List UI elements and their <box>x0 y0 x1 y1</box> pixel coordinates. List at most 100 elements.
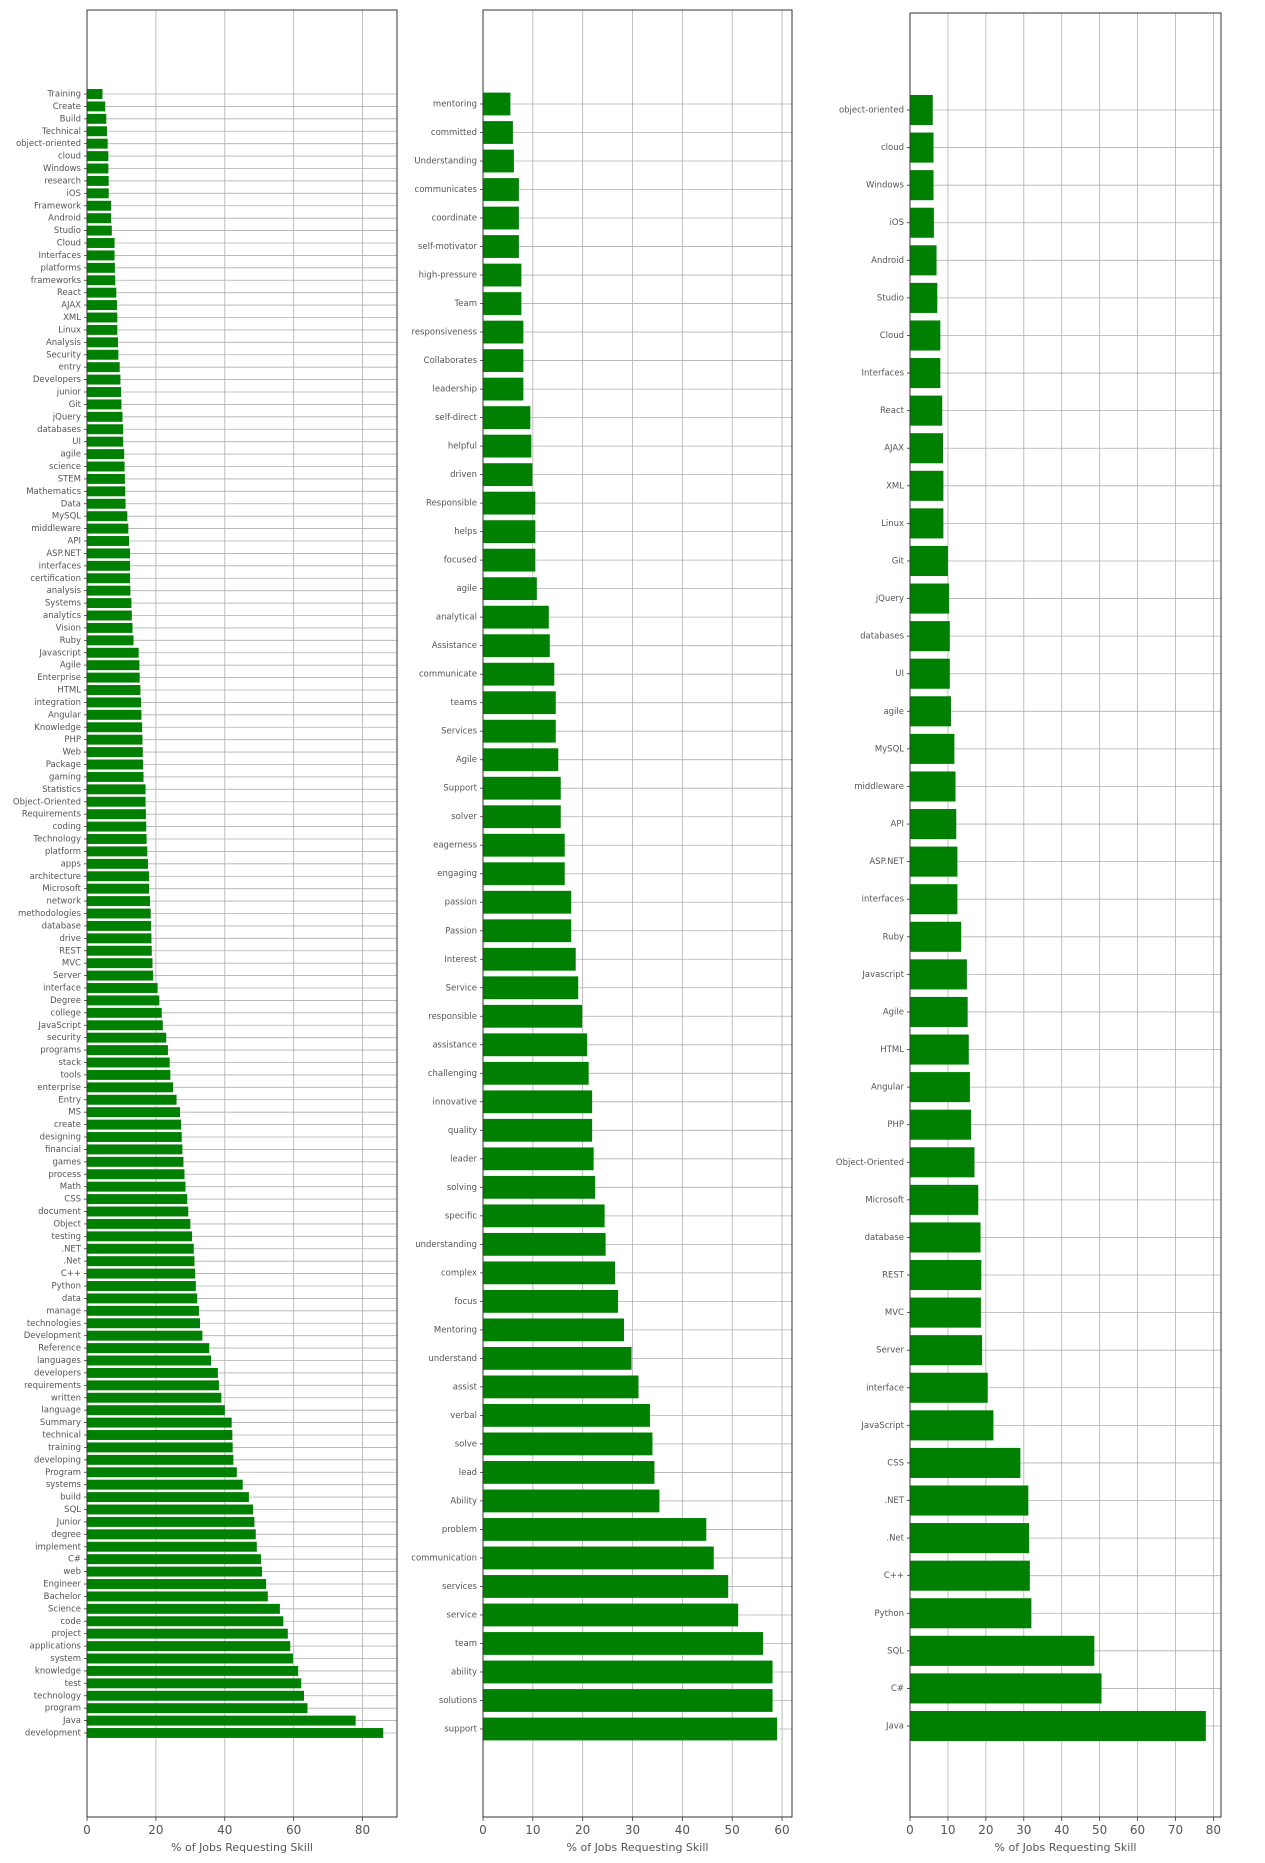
category-label: architecture <box>30 872 81 882</box>
category-label: Ruby <box>883 932 904 942</box>
category-label: Framework <box>34 201 81 211</box>
category-label: Server <box>53 971 81 981</box>
bar-passion <box>483 890 572 914</box>
bar-analytical <box>483 605 549 629</box>
category-label: agile <box>883 707 904 717</box>
bar-api <box>87 536 130 546</box>
x-tick-label: 40 <box>675 1823 690 1837</box>
bar-development <box>87 1728 384 1738</box>
category-label: cloud <box>58 152 81 162</box>
x-tick-label: 30 <box>625 1823 640 1837</box>
category-label: language <box>41 1406 81 1416</box>
bar-project <box>87 1628 288 1639</box>
category-label: Microsoft <box>42 884 81 894</box>
bar-interface <box>87 983 158 993</box>
bar-html <box>87 685 141 695</box>
category-label: middleware <box>31 524 81 534</box>
category-label: Reference <box>38 1344 81 1354</box>
bar-knowledge <box>87 722 143 733</box>
category-label: Interest <box>444 955 477 965</box>
category-label: solver <box>451 812 477 822</box>
x-tick-label: 80 <box>355 1823 370 1837</box>
bar-net <box>910 1485 1029 1516</box>
bar-ajax <box>910 433 943 464</box>
category-label: degree <box>51 1530 81 1540</box>
category-label: systems <box>46 1480 82 1490</box>
category-label: technology <box>34 1691 81 1701</box>
category-label: languages <box>37 1356 82 1366</box>
x-tick-label: 0 <box>83 1823 91 1837</box>
category-label: Object <box>53 1219 81 1229</box>
bar-security <box>87 349 119 360</box>
category-label: committed <box>431 128 477 138</box>
category-label: CSS <box>887 1458 904 1468</box>
category-label: Cloud <box>880 331 904 341</box>
bar-service <box>483 976 579 1000</box>
category-label: Angular <box>48 710 82 720</box>
category-label: STEM <box>58 474 81 484</box>
bar-databases <box>87 424 124 435</box>
category-label: .NET <box>884 1496 904 1506</box>
bar-agile <box>483 748 559 772</box>
bar-agile <box>87 660 140 671</box>
bar-research <box>87 175 109 186</box>
category-label: service <box>447 1610 477 1620</box>
category-label: agile <box>60 450 81 460</box>
category-label: Vision <box>56 623 81 633</box>
bar-cloud <box>87 151 109 162</box>
category-label: support <box>444 1725 477 1735</box>
bar-mysql <box>910 733 955 764</box>
category-label: system <box>50 1654 81 1664</box>
bar-implement <box>87 1541 257 1552</box>
bar-web <box>87 1566 262 1577</box>
category-label: responsiveness <box>412 328 478 338</box>
category-label: AJAX <box>61 301 81 311</box>
x-tick-label: 60 <box>774 1823 789 1837</box>
bar-games <box>87 1156 184 1167</box>
category-label: Server <box>876 1346 904 1356</box>
bar-requirements <box>87 1380 219 1391</box>
bar-designing <box>87 1132 182 1142</box>
bar-communicates <box>483 178 519 201</box>
bar-assist <box>483 1375 639 1399</box>
category-label: CSS <box>64 1195 81 1205</box>
bar-javascript <box>910 1410 994 1441</box>
bar-science <box>87 1603 280 1614</box>
bar-training <box>87 1442 233 1453</box>
category-label: focused <box>444 556 477 566</box>
category-label: Summary <box>40 1418 81 1428</box>
category-label: self-direct <box>435 413 478 423</box>
category-label: Understanding <box>414 157 477 167</box>
category-label: MySQL <box>52 512 81 522</box>
category-label: interfaces <box>39 561 82 571</box>
bar-team <box>483 292 522 315</box>
bar-middleware <box>910 771 956 802</box>
bar-verbal <box>483 1404 650 1427</box>
category-label: database <box>42 921 81 931</box>
bar-technology <box>87 1690 304 1701</box>
bar-javascript <box>87 647 139 658</box>
bar-object <box>87 1218 191 1229</box>
bar-drive <box>87 933 152 944</box>
category-label: databases <box>37 425 81 435</box>
bar-jquery <box>87 411 123 422</box>
category-label: Git <box>69 400 82 410</box>
category-label: middleware <box>854 782 904 792</box>
chart-panel-1: Training Create Build Technical object-orien… <box>13 9 398 1854</box>
bar-college <box>87 1007 162 1018</box>
bar-development <box>87 1330 203 1341</box>
category-label: interface <box>866 1383 904 1393</box>
bar-css <box>910 1447 1021 1478</box>
category-label: Web <box>62 748 81 758</box>
bar-platforms <box>87 262 115 273</box>
category-label: MySQL <box>875 744 904 754</box>
bar-server <box>910 1335 983 1366</box>
category-label: .Net <box>63 1257 81 1267</box>
bar-database <box>910 1222 981 1253</box>
category-label: communicates <box>415 185 478 195</box>
x-tick-label: 20 <box>575 1823 590 1837</box>
category-label: Build <box>60 114 81 124</box>
bar-mentoring <box>483 1318 625 1342</box>
category-label: ability <box>451 1667 477 1677</box>
bar-service <box>483 1603 739 1627</box>
